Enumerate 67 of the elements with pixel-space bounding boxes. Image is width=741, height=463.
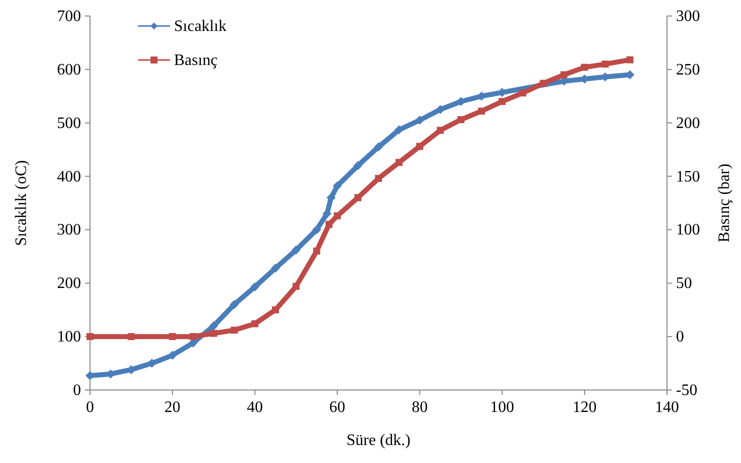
point: [519, 89, 526, 96]
point: [396, 158, 403, 166]
point: [334, 212, 341, 220]
point: [270, 264, 280, 273]
x-tick-label: 60: [329, 399, 346, 416]
y2-tick-label: 300: [676, 8, 700, 25]
x-tick-label: 40: [246, 399, 263, 416]
point: [540, 80, 547, 87]
x-tick-label: 20: [164, 399, 180, 416]
point: [581, 64, 588, 71]
point: [560, 71, 568, 78]
point: [478, 108, 486, 115]
y2-tick-label: -50: [676, 382, 698, 399]
y2-tick-label: 0: [676, 328, 684, 346]
point: [626, 56, 634, 64]
point: [210, 330, 218, 337]
y2-tick-label: 200: [676, 114, 700, 132]
point: [313, 248, 320, 255]
y2-tick-label: 250: [676, 61, 700, 78]
point: [312, 225, 322, 234]
point: [416, 142, 424, 150]
point: [498, 98, 506, 105]
legend-label: Basınç: [174, 52, 218, 69]
point: [415, 116, 424, 125]
x-tick-label: 140: [655, 399, 679, 416]
point: [272, 306, 279, 314]
point: [374, 142, 383, 152]
x-axis-title: Süre (dk.): [346, 432, 410, 449]
y-axis-title: Sıcaklık (oC): [13, 160, 30, 246]
y2-tick-label: 50: [676, 275, 692, 292]
point: [354, 194, 362, 202]
point: [394, 125, 404, 134]
x-tick-label: 80: [412, 399, 428, 416]
point: [375, 174, 382, 182]
point: [230, 326, 238, 334]
x-tick-label: 120: [572, 399, 597, 416]
point: [209, 321, 218, 330]
y2-tick-label: 150: [676, 168, 700, 186]
point: [326, 220, 333, 228]
point: [353, 161, 362, 170]
y-tick-label: 100: [57, 328, 81, 346]
point: [436, 126, 444, 134]
y2-axis-title: Basınç (bar): [716, 164, 733, 242]
legend-label: Sıcaklık: [174, 18, 226, 35]
point: [292, 246, 301, 255]
point: [230, 300, 239, 310]
y-tick-label: 300: [57, 222, 81, 239]
point: [602, 60, 609, 68]
point: [86, 333, 94, 340]
x-tick-label: 0: [86, 399, 94, 416]
point: [332, 181, 342, 190]
point: [128, 333, 135, 340]
y-tick-label: 0: [73, 382, 81, 399]
y-tick-label: 400: [57, 168, 81, 186]
y-tick-label: 600: [57, 61, 81, 78]
point: [457, 116, 464, 124]
point: [292, 282, 300, 290]
y-tick-label: 500: [57, 114, 81, 132]
point: [190, 333, 197, 340]
y2-tick-label: 100: [676, 222, 700, 239]
y-tick-label: 200: [57, 275, 81, 292]
x-tick-label: 100: [490, 399, 514, 416]
point: [250, 282, 260, 292]
y-tick-label: 700: [57, 8, 81, 25]
point: [168, 333, 176, 340]
point: [251, 320, 258, 328]
point: [436, 105, 445, 114]
